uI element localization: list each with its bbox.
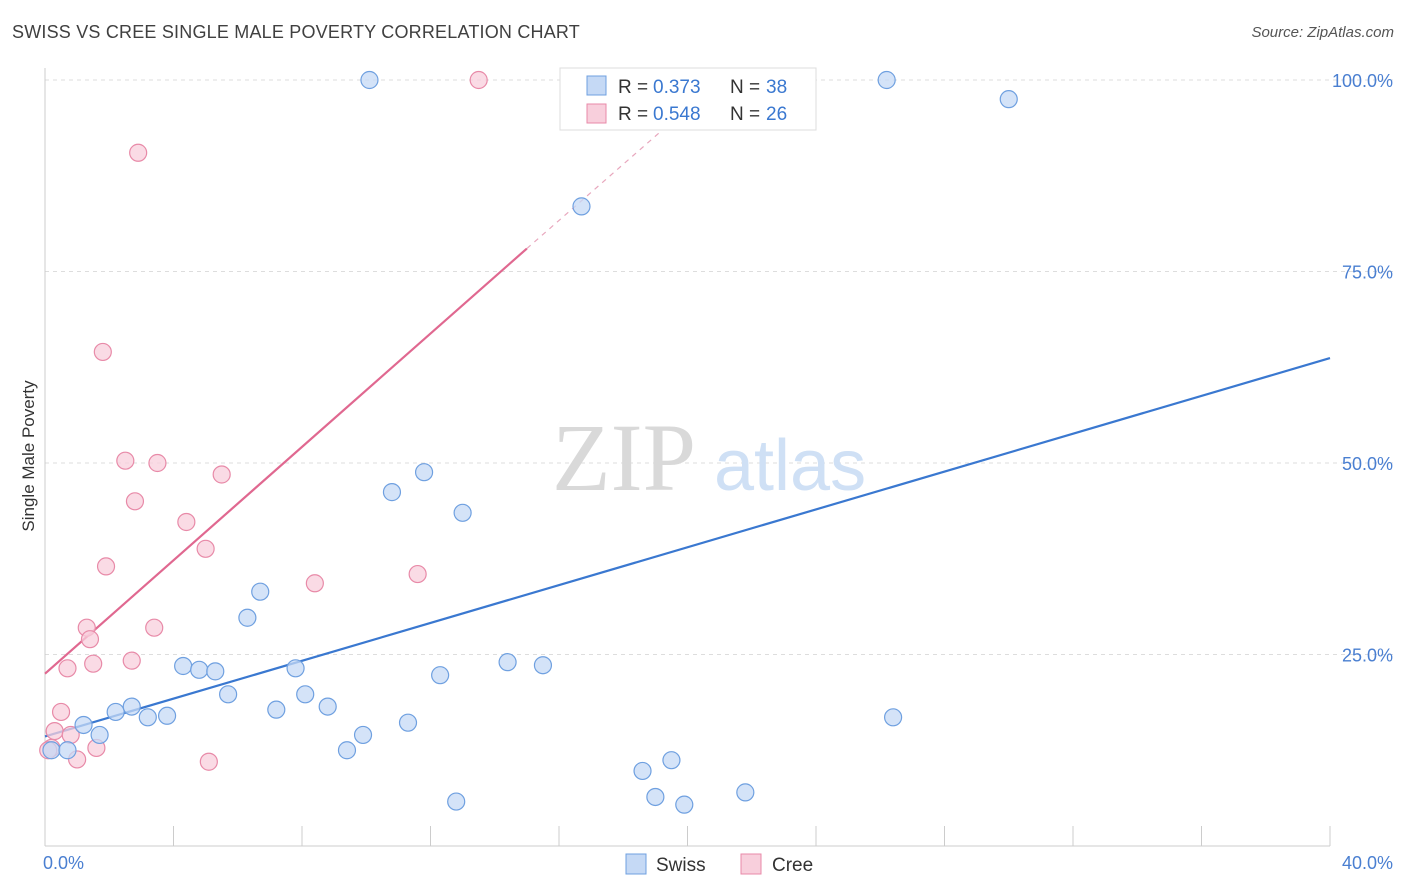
cree-point-22 (305, 574, 324, 593)
cree-point-1 (45, 721, 64, 741)
cree-n-label: N = (730, 104, 760, 125)
cree-point-3 (58, 659, 77, 678)
y-tick-label-3: 100.0% (1332, 71, 1393, 91)
swiss-point-11 (219, 685, 238, 704)
swiss-point-36 (883, 708, 903, 727)
swiss-point-9 (190, 660, 209, 679)
swiss-point-30 (633, 761, 652, 781)
swiss-point-12 (238, 608, 257, 627)
cree-point-24 (469, 70, 488, 90)
correlation-legend: R = 0.373 N = 38 R = 0.548 N = 26 (559, 67, 817, 131)
x-tick-label-1: 40.0% (1342, 853, 1393, 873)
swiss-r-label: R = (618, 77, 648, 98)
cree-point-2 (51, 702, 71, 722)
series-legend: Swiss Cree (625, 853, 813, 876)
swiss-series-swatch (625, 853, 647, 875)
swiss-point-3 (90, 725, 109, 745)
swiss-point-10 (206, 662, 225, 681)
watermark-zip: ZIP (552, 404, 696, 511)
cree-point-17 (148, 453, 167, 473)
swiss-point-7 (157, 706, 177, 725)
cree-point-10 (93, 342, 112, 362)
swiss-trend-line (44, 357, 1331, 738)
swiss-point-18 (337, 741, 357, 760)
y-tick-label-2: 75.0% (1342, 263, 1393, 283)
cree-series-label: Cree (772, 855, 813, 876)
swiss-legend-swatch (586, 75, 607, 96)
cree-point-13 (122, 651, 141, 670)
swiss-point-26 (453, 503, 472, 522)
swiss-point-15 (286, 659, 305, 678)
trend-lines (44, 121, 1331, 738)
watermark: ZIP atlas (552, 404, 866, 511)
swiss-point-37 (999, 90, 1018, 109)
y-tick-label-1: 50.0% (1342, 454, 1393, 474)
swiss-point-32 (662, 751, 681, 770)
y-axis-title: Single Male Poverty (19, 380, 38, 532)
cree-point-12 (116, 451, 135, 470)
cree-r-value: 0.548 (653, 104, 701, 125)
source-credit: Source: ZipAtlas.com (1251, 24, 1394, 41)
cree-point-21 (212, 465, 231, 484)
swiss-point-16 (296, 685, 315, 704)
swiss-point-27 (498, 653, 517, 672)
cree-point-14 (125, 492, 145, 511)
swiss-point-1 (58, 741, 77, 760)
tick-labels: 25.0% 50.0% 75.0% 100.0% 0.0% 40.0% (43, 71, 1393, 873)
swiss-point-19 (353, 725, 373, 745)
swiss-point-20 (360, 70, 379, 90)
swiss-point-13 (251, 582, 270, 601)
swiss-point-6 (138, 708, 157, 727)
watermark-atlas: atlas (714, 426, 866, 506)
swiss-n-value: 38 (766, 77, 787, 98)
cree-point-15 (129, 143, 148, 162)
x-tick-label-0: 0.0% (43, 853, 84, 873)
cree-r-label: R = (618, 104, 648, 125)
swiss-point-35 (877, 70, 896, 90)
swiss-point-25 (447, 792, 466, 811)
swiss-point-34 (736, 783, 755, 802)
cree-point-8 (84, 654, 103, 673)
swiss-point-28 (533, 656, 553, 675)
cree-series-swatch (740, 853, 762, 875)
cree-trend-extension (526, 121, 672, 249)
swiss-point-33 (675, 795, 694, 814)
swiss-point-2 (74, 715, 93, 735)
cree-point-11 (96, 557, 116, 576)
data-points (39, 70, 1018, 814)
swiss-point-8 (174, 656, 193, 676)
swiss-point-31 (646, 787, 665, 807)
cree-point-23 (408, 564, 427, 584)
swiss-point-23 (414, 463, 434, 482)
swiss-point-4 (106, 702, 125, 722)
swiss-point-24 (431, 666, 450, 685)
swiss-n-label: N = (730, 77, 760, 98)
cree-point-16 (145, 618, 164, 637)
swiss-r-value: 0.373 (653, 77, 701, 98)
cree-legend-swatch (586, 103, 607, 124)
swiss-point-0 (42, 741, 61, 760)
swiss-point-22 (398, 713, 418, 732)
cree-point-7 (80, 630, 100, 649)
swiss-series-label: Swiss (656, 855, 706, 876)
swiss-point-5 (122, 697, 141, 716)
swiss-point-14 (267, 700, 286, 719)
axes (44, 68, 1331, 847)
grid-lines (45, 79, 1395, 655)
swiss-point-21 (382, 483, 402, 502)
cree-point-20 (199, 752, 218, 771)
cree-point-18 (177, 512, 196, 532)
swiss-point-17 (318, 697, 337, 716)
chart-title: SWISS VS CREE SINGLE MALE POVERTY CORREL… (12, 22, 580, 42)
y-tick-label-0: 25.0% (1342, 646, 1393, 666)
cree-n-value: 26 (766, 104, 787, 125)
cree-trend-line (44, 247, 528, 675)
swiss-point-29 (572, 197, 591, 216)
cree-point-19 (196, 539, 215, 558)
